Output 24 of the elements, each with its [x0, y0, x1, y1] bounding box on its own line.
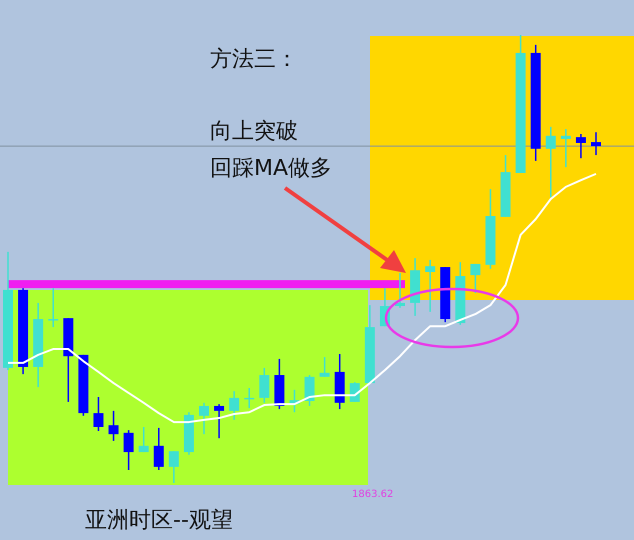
candlestick [93, 396, 104, 432]
candlestick [576, 133, 586, 159]
annotation: 回踩MA做多 [210, 156, 332, 181]
candlestick [108, 410, 119, 442]
candlestick [229, 390, 240, 421]
candlestick [214, 403, 224, 439]
candlestick [124, 429, 134, 471]
candlestick [199, 402, 209, 435]
candlestick [154, 427, 164, 471]
annotation: 向上突破 [210, 119, 298, 144]
candlestick [591, 131, 601, 156]
candlestick [546, 126, 556, 198]
text: 方法三： [210, 47, 298, 72]
candlestick [244, 387, 254, 409]
candlestick [138, 426, 149, 453]
candlestick [560, 128, 571, 168]
text: 1863.62 [352, 489, 394, 500]
candlestick [470, 263, 480, 294]
text: 亚洲时区--观望 [85, 508, 233, 533]
candlestick [320, 356, 330, 378]
candlestick [48, 287, 58, 328]
candlestick [259, 367, 270, 404]
candlestick [168, 450, 179, 484]
candlestick [425, 259, 436, 313]
